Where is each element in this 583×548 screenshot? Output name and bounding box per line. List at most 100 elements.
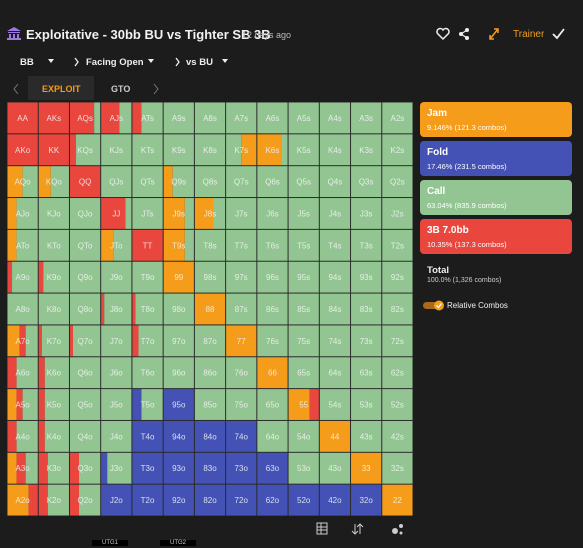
cell-label: K3o (47, 464, 62, 473)
gto-tab[interactable]: GTO (111, 84, 131, 94)
cell-segment (69, 484, 80, 516)
cell-segment (257, 229, 288, 261)
cell-segment (69, 261, 101, 293)
cell-segment (351, 102, 382, 134)
cell-segment (226, 293, 257, 325)
cell-segment (132, 357, 163, 389)
cell-segment (132, 420, 163, 452)
cell-label: J5s (297, 209, 309, 218)
cell-label: QJo (78, 209, 93, 218)
cell-segment (163, 325, 194, 357)
toggle-switch[interactable] (422, 299, 446, 311)
cell-segment (101, 198, 126, 229)
cell-label: 93s (360, 273, 373, 282)
legend-item[interactable]: Call 63.04% (835.9 combos) (420, 180, 572, 215)
cell-label: A5s (297, 114, 311, 123)
cell-segment (163, 134, 194, 166)
page-title: Exploitative - 30bb BU vs Tighter SB 3B (26, 27, 271, 42)
footer-position[interactable]: UTG1 (92, 540, 129, 546)
legend-item[interactable]: Jam 9.146% (121.3 combos) (420, 102, 572, 137)
cell-segment (172, 166, 194, 198)
cell-label: J6o (110, 369, 123, 378)
villain-filter[interactable]: vs BU (186, 57, 213, 68)
cell-label: 74o (235, 432, 249, 441)
cell-label: 42o (328, 496, 342, 505)
cell-label: J3s (360, 209, 372, 218)
cell-segment (257, 261, 288, 293)
cell-segment (44, 357, 69, 389)
position-filter[interactable]: BB (20, 57, 34, 68)
cell-label: J4o (110, 432, 123, 441)
cell-label: T5o (141, 401, 155, 410)
cell-segment (257, 484, 288, 516)
cell-segment (257, 198, 288, 229)
cell-segment (257, 389, 288, 420)
cell-label: 73o (235, 464, 249, 473)
cell-label: KTs (141, 146, 154, 155)
cell-label: 86s (266, 305, 279, 314)
cell-label: AA (17, 114, 28, 123)
action-filter[interactable]: Facing Open (86, 57, 144, 68)
cell-label: Q3o (78, 464, 94, 473)
cell-label: 86o (203, 369, 217, 378)
cell-segment (38, 484, 48, 516)
cell-segment (101, 484, 132, 516)
cell-segment (319, 420, 351, 452)
cell-segment (101, 420, 132, 452)
cell-label: 43s (360, 432, 373, 441)
exploit-tab[interactable]: EXPLOIT (42, 84, 81, 94)
total-stat: 100.0% (1,326 combos) (427, 277, 502, 284)
legend-item[interactable]: Fold 17.46% (231.5 combos) (420, 141, 572, 176)
cell-segment (382, 357, 413, 389)
cell-label: K3s (359, 146, 373, 155)
cell-segment (319, 229, 351, 261)
cell-label: A9o (15, 273, 30, 282)
cell-segment (288, 229, 319, 261)
active-tab-bg (28, 76, 94, 100)
cell-label: Q6o (78, 369, 94, 378)
cell-segment (382, 452, 413, 484)
bottom-icons[interactable] (315, 522, 410, 536)
cell-segment (132, 102, 142, 134)
cell-label: T7o (141, 337, 155, 346)
cell-label: 98o (172, 305, 186, 314)
legend-stat: 63.04% (835.9 combos) (427, 201, 507, 210)
cell-segment (288, 420, 319, 452)
cell-segment (7, 484, 29, 516)
cell-label: 75s (297, 337, 310, 346)
cell-segment (69, 229, 101, 261)
cell-segment (351, 229, 382, 261)
cell-label: 95s (297, 273, 310, 282)
cell-segment (319, 484, 351, 516)
cell-label: 42s (391, 432, 404, 441)
legend-item[interactable]: 3B 7.0bb 10.35% (137.3 combos) (420, 219, 572, 254)
legend-name: Fold (427, 147, 449, 158)
cell-segment (132, 389, 142, 420)
trainer-button[interactable]: Trainer (513, 29, 545, 40)
toolbar-icons[interactable] (436, 27, 576, 41)
app-icon (7, 27, 21, 40)
cell-label: K9s (172, 146, 186, 155)
cell-label: 62o (266, 496, 280, 505)
tab-arrows[interactable] (10, 82, 170, 96)
cell-segment (132, 166, 163, 198)
timestamp: 12 days ago (242, 30, 292, 40)
cell-segment (69, 452, 80, 484)
cell-segment (382, 198, 413, 229)
cell-label: QQ (79, 178, 91, 187)
cell-segment (38, 420, 45, 452)
cell-label: T8s (203, 241, 216, 250)
cell-label: K4o (47, 432, 62, 441)
cell-label: 83o (203, 464, 217, 473)
cell-segment (7, 229, 17, 261)
cell-label: T8o (141, 305, 155, 314)
legend-name: Jam (427, 108, 448, 119)
cell-label: 77 (237, 337, 246, 346)
cell-segment (69, 198, 101, 229)
cell-label: A2o (15, 496, 30, 505)
cell-label: 94s (328, 273, 341, 282)
cell-label: Q4o (78, 432, 94, 441)
footer-position[interactable]: UTG2 (160, 540, 197, 546)
cell-segment (38, 357, 45, 389)
